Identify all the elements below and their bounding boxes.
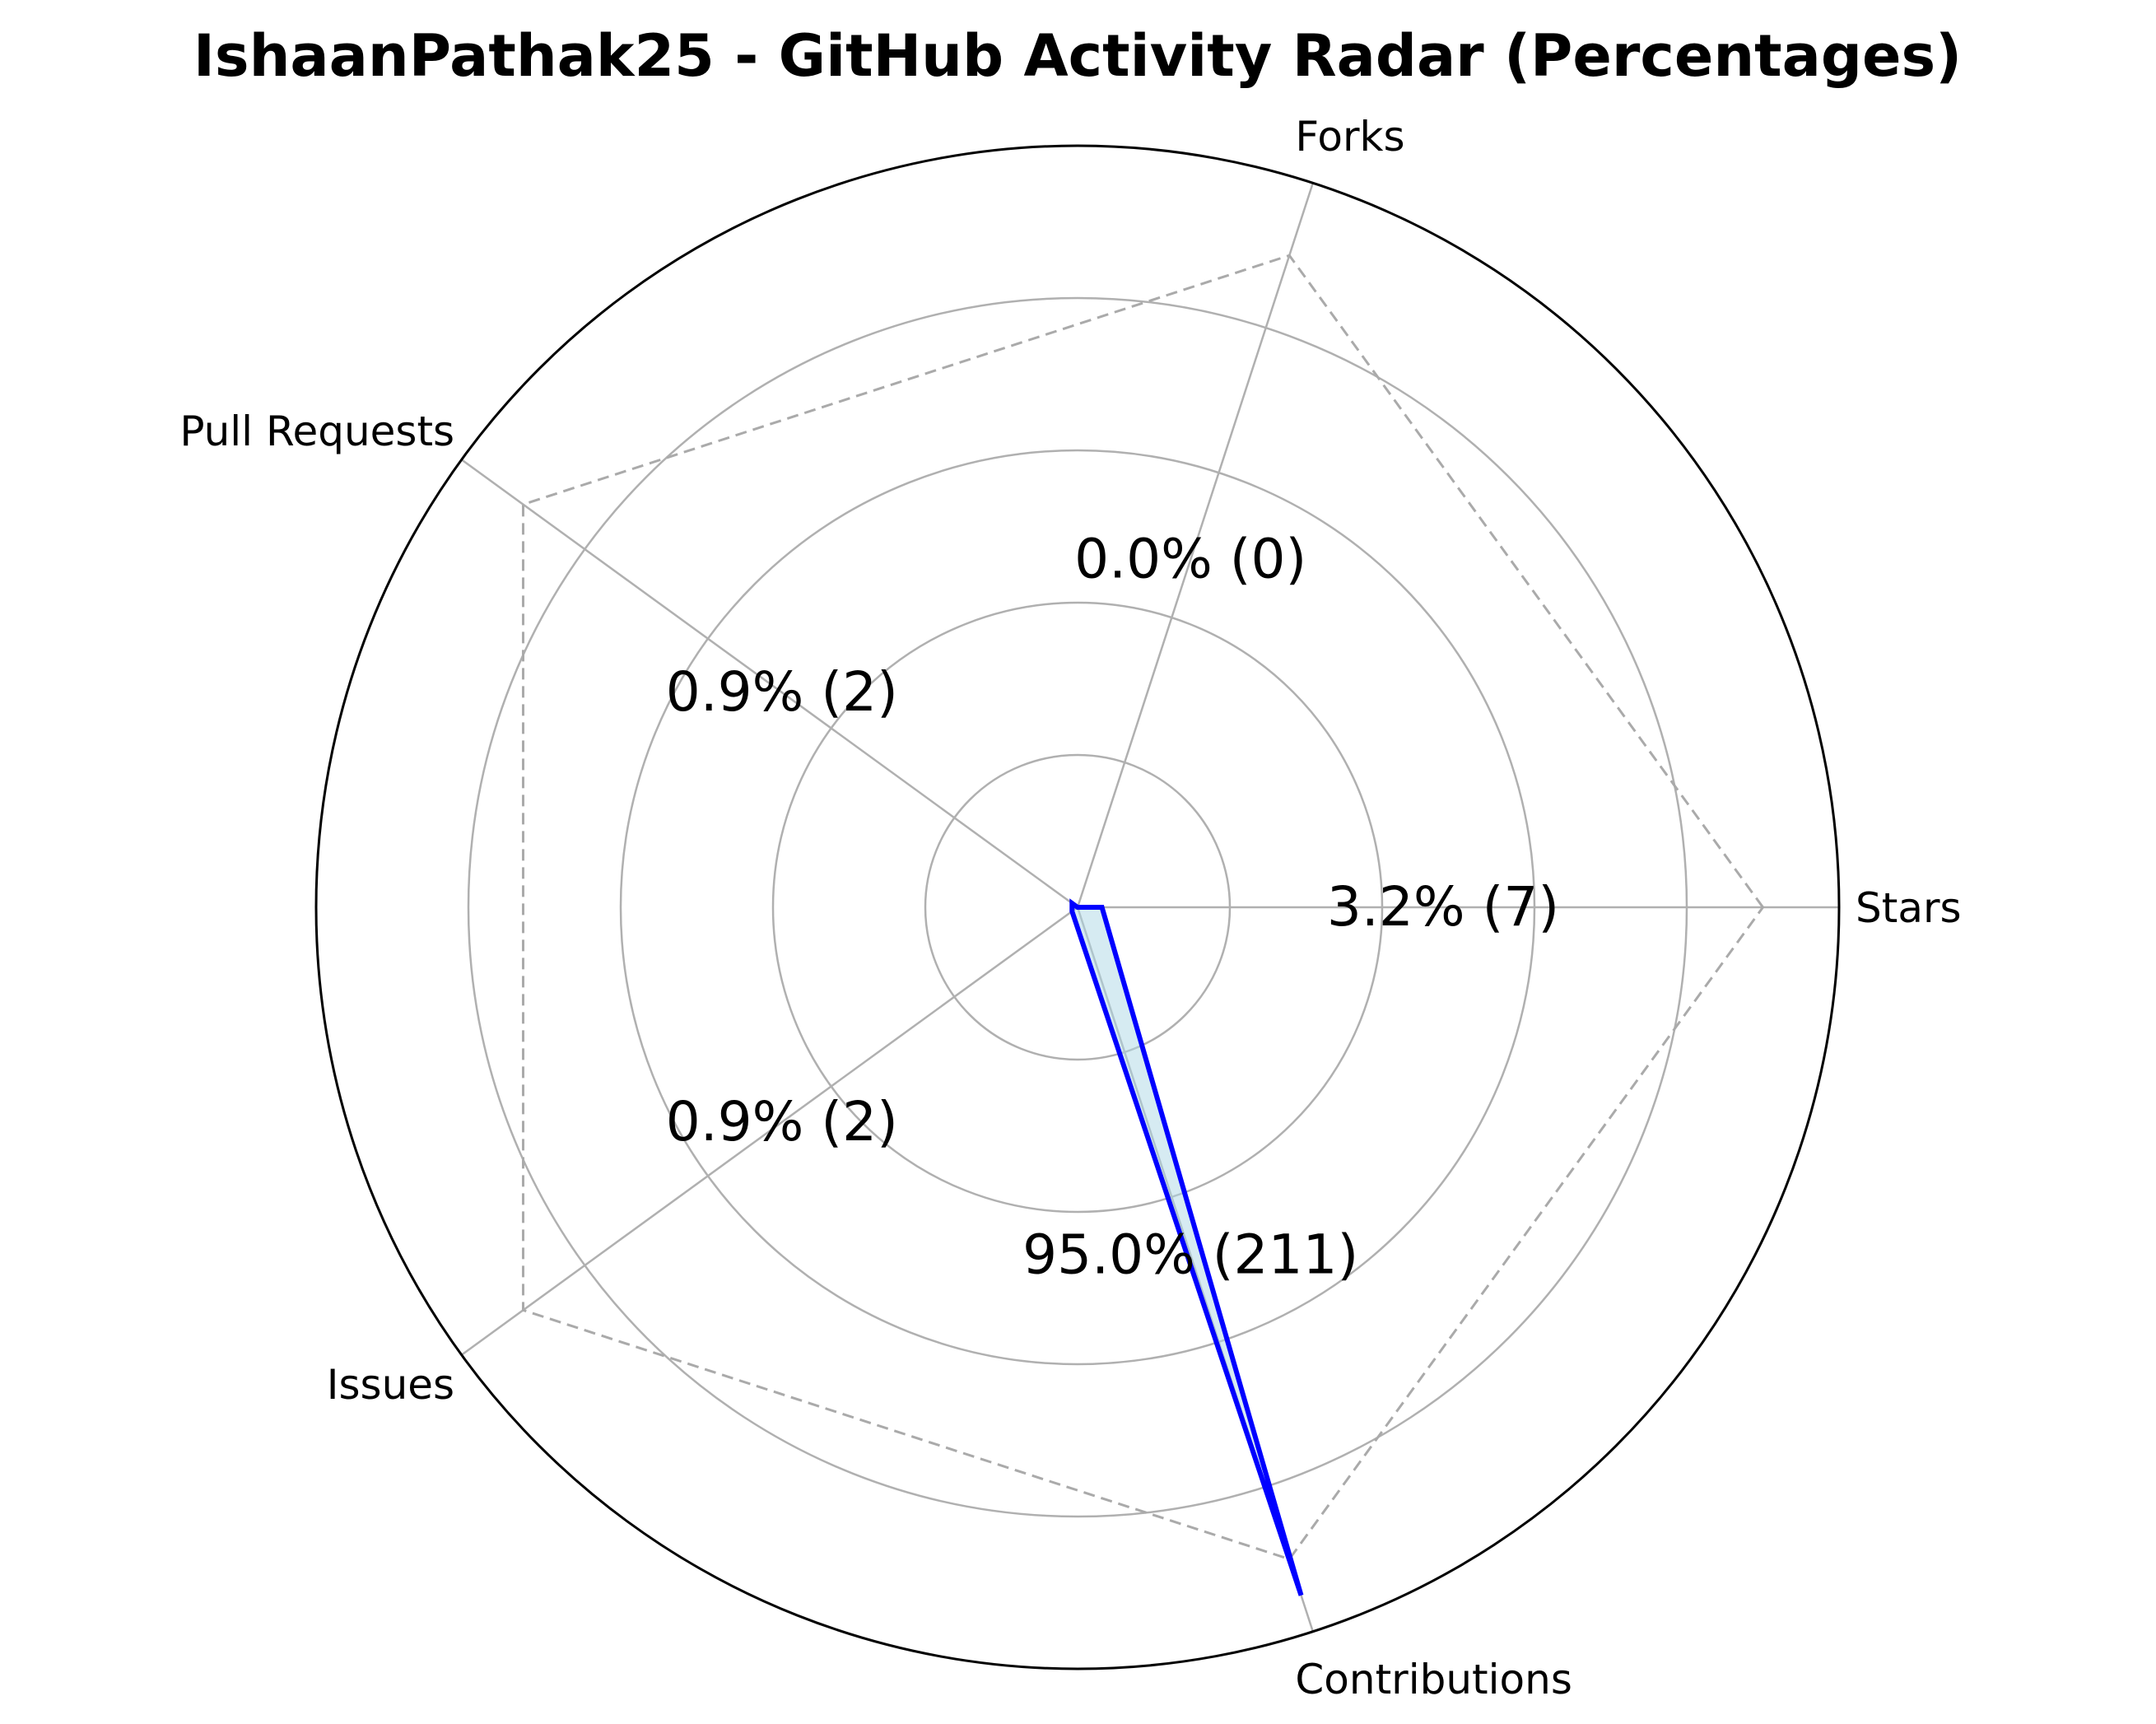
spoke-pull-requests: [460, 459, 1078, 909]
axis-label-issues: Issues: [327, 1361, 454, 1409]
value-label-forks: 0.0% (0): [1074, 528, 1306, 591]
spoke-forks: [1076, 182, 1315, 908]
value-label-issues: 0.9% (2): [666, 1090, 898, 1153]
spoke-issues: [460, 906, 1078, 1356]
chart-title: IshaanPathak25 - GitHub Activity Radar (…: [193, 22, 1962, 90]
axis-label-contributions: Contributions: [1295, 1656, 1572, 1703]
axis-label-pull-requests: Pull Requests: [179, 408, 454, 455]
value-labels: 3.2% (7) 0.0% (0) 0.9% (2) 0.9% (2) 95.0% (2…: [666, 528, 1559, 1287]
reference-outline: [521, 254, 1765, 1561]
axis-label-stars: Stars: [1856, 884, 1962, 932]
data-polygon: [1069, 898, 1304, 1596]
radar-spokes: [460, 182, 1839, 1633]
value-label-contributions: 95.0% (211): [1022, 1223, 1358, 1286]
value-label-pull-requests: 0.9% (2): [666, 660, 898, 724]
outer-circle: [314, 144, 1841, 1670]
axis-label-forks: Forks: [1295, 113, 1404, 161]
value-label-stars: 3.2% (7): [1327, 875, 1559, 939]
axis-labels: Stars Forks Pull Requests Issues Contributio…: [179, 113, 1961, 1703]
